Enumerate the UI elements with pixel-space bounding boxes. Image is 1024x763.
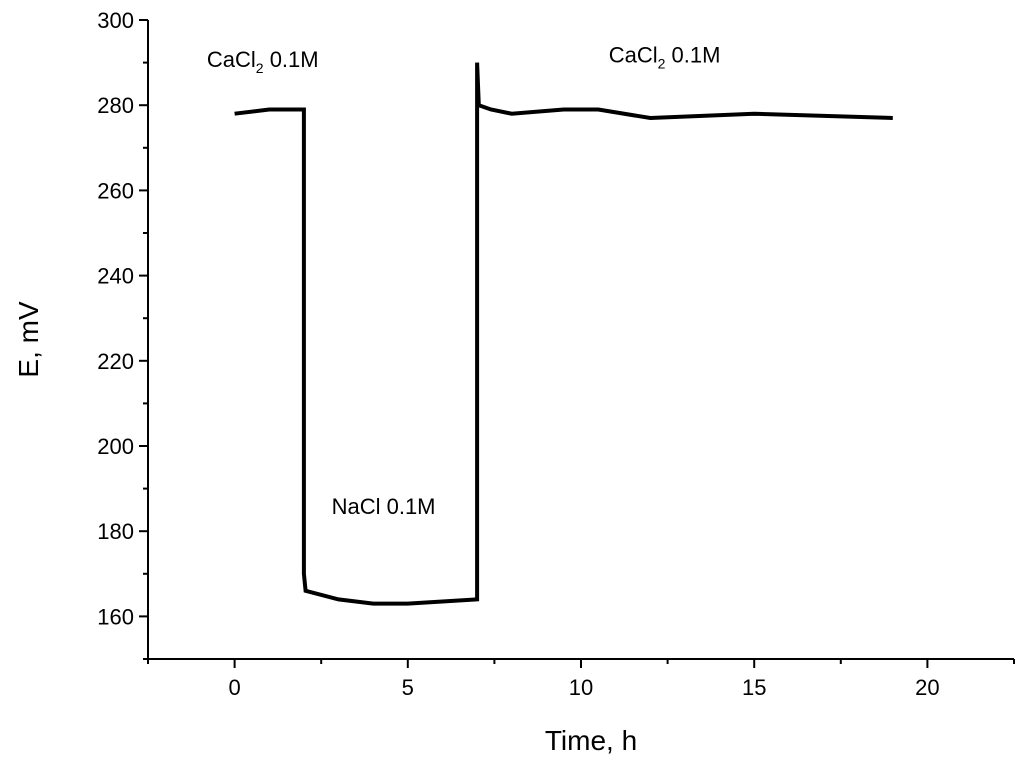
x-axis-title: Time, h <box>545 725 637 756</box>
x-tick-label: 10 <box>569 675 593 700</box>
annotations: CaCl2 0.1M NaCl 0.1M CaCl2 0.1M <box>207 43 721 520</box>
y-tick-label: 240 <box>97 264 134 289</box>
annotation-label: NaCl 0.1M <box>332 494 436 519</box>
x-tick-label: 5 <box>402 675 414 700</box>
x-tick-label: 15 <box>742 675 766 700</box>
y-tick-label: 260 <box>97 178 134 203</box>
y-tick-label: 200 <box>97 434 134 459</box>
y-tick-label: 220 <box>97 349 134 374</box>
y-axis-title: E, mV <box>13 301 44 378</box>
axes: 160 180 200 220 240 260 280 300 0 5 10 15 20 <box>97 8 1015 700</box>
series-group <box>234 62 893 606</box>
y-tick-label: 180 <box>97 519 134 544</box>
y-tick-label: 300 <box>97 8 134 33</box>
series-line <box>234 62 893 606</box>
y-tick-label: 280 <box>97 93 134 118</box>
y-tick-label: 160 <box>97 604 134 629</box>
annotation-label: CaCl2 0.1M <box>207 47 319 76</box>
annotation-label: CaCl2 0.1M <box>609 43 721 72</box>
x-tick-label: 20 <box>915 675 939 700</box>
x-tick-label: 0 <box>228 675 240 700</box>
